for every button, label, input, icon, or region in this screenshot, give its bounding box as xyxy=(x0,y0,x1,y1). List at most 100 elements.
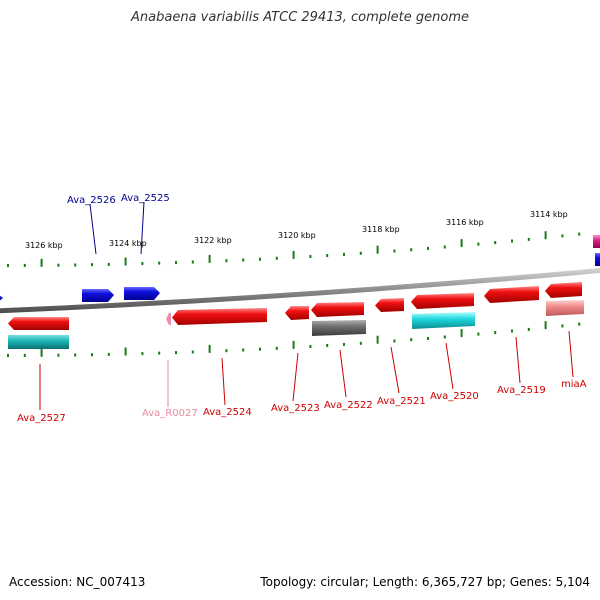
gene-label-ava-2524[interactable]: Ava_2524 xyxy=(203,407,252,418)
gene-arrow-ava-2526[interactable] xyxy=(82,289,114,302)
gene-label-miaa[interactable]: miaA xyxy=(561,379,587,390)
scale-tick-major xyxy=(460,329,463,338)
scale-tick-minor xyxy=(259,347,261,351)
scale-tick-minor xyxy=(527,327,530,331)
gene-label-ava-2519[interactable]: Ava_2519 xyxy=(497,385,546,396)
scale-tick-minor xyxy=(91,353,93,357)
leader-ava-2526 xyxy=(89,203,97,255)
scale-tick-major xyxy=(40,258,43,267)
scale-tick-minor xyxy=(225,259,228,263)
scale-tick-major xyxy=(124,257,127,266)
annotation-block-pink[interactable] xyxy=(546,300,584,316)
scale-label-3118: 3118 kbp xyxy=(362,225,400,234)
scale-tick-minor xyxy=(511,329,513,333)
scale-tick-minor xyxy=(191,350,194,354)
scale-tick-minor xyxy=(477,332,480,336)
gene-arrow-ava-2525[interactable] xyxy=(124,287,160,300)
scale-tick-minor xyxy=(107,262,110,266)
scale-tick-major xyxy=(292,340,295,349)
gene-labels: Ava_2526 Ava_2525 Ava_2527 Ava_R0027 Ava… xyxy=(17,193,587,424)
scale-label-3124: 3124 kbp xyxy=(109,239,147,248)
gene-arrow-ava-2520[interactable] xyxy=(411,293,474,309)
scale-tick-minor xyxy=(427,246,429,250)
leader-ava-2523 xyxy=(292,352,299,402)
scale-ticks-outer xyxy=(7,231,581,267)
gene-arrow-ava-2521[interactable] xyxy=(375,298,404,312)
reverse-strand-genes xyxy=(8,282,582,330)
scale-tick-minor xyxy=(141,352,144,356)
leader-ava-2521 xyxy=(390,346,400,394)
gene-arrow-ava-2524[interactable] xyxy=(172,308,267,325)
scale-tick-minor xyxy=(175,261,177,265)
genome-summary-text: Topology: circular; Length: 6,365,727 bp… xyxy=(260,575,590,589)
genome-backbone xyxy=(0,267,600,314)
scale-tick-minor xyxy=(158,351,161,355)
gene-arrow-miaa[interactable] xyxy=(545,282,582,298)
scale-tick-major xyxy=(292,250,295,259)
scale-tick-minor xyxy=(326,344,329,347)
scale-tick-minor xyxy=(410,338,413,342)
scale-tick-minor xyxy=(74,263,77,267)
gene-arrow-ava-2527[interactable] xyxy=(8,317,69,330)
gene-label-ava-2521[interactable]: Ava_2521 xyxy=(377,396,426,407)
gene-arrow-ava-2519[interactable] xyxy=(484,286,539,303)
leader-ava-2525 xyxy=(140,201,145,255)
scale-tick-major xyxy=(544,321,547,330)
scale-label-3122: 3122 kbp xyxy=(194,236,232,245)
gene-arrow-ava-2522[interactable] xyxy=(311,302,364,317)
gene-label-ava-2523[interactable]: Ava_2523 xyxy=(271,403,320,414)
scale-label-3126: 3126 kbp xyxy=(25,241,63,250)
scale-tick-minor xyxy=(578,232,581,236)
scale-tick-minor xyxy=(107,352,110,356)
leader-ava-2524 xyxy=(221,357,226,406)
annotation-block-cyan[interactable] xyxy=(412,312,475,329)
gene-arrow-ava-r0027[interactable] xyxy=(166,313,171,325)
scale-tick-major xyxy=(208,254,211,263)
gene-block-offscreen-right-blue[interactable] xyxy=(595,253,600,266)
scale-tick-major xyxy=(460,239,463,248)
leader-miaa xyxy=(568,330,574,378)
gene-block-offscreen-right-magenta[interactable] xyxy=(593,235,600,248)
scale-tick-minor xyxy=(23,353,26,357)
gene-label-ava-2525[interactable]: Ava_2525 xyxy=(121,193,170,204)
scale-tick-major xyxy=(40,348,43,357)
scale-tick-minor xyxy=(561,234,564,238)
annotation-block-gray[interactable] xyxy=(312,320,366,336)
scale-tick-minor xyxy=(141,262,144,266)
gene-label-ava-2527[interactable]: Ava_2527 xyxy=(17,413,66,424)
scale-tick-minor xyxy=(393,249,396,253)
gene-label-ava-r0027[interactable]: Ava_R0027 xyxy=(142,408,198,419)
leader-ava-2522 xyxy=(339,349,347,398)
annotation-block-teal[interactable] xyxy=(8,335,69,349)
scale-tick-minor xyxy=(158,261,161,265)
label-leaders xyxy=(39,201,574,410)
scale-tick-minor xyxy=(23,263,26,267)
gene-arrow-offscreen-left[interactable] xyxy=(0,294,3,302)
scale-tick-minor xyxy=(275,346,278,350)
scale-tick-minor xyxy=(275,256,278,260)
scale-tick-minor xyxy=(242,348,245,352)
scale-tick-minor xyxy=(511,239,513,243)
scale-tick-minor xyxy=(309,345,312,348)
scale-tick-minor xyxy=(359,341,362,345)
scale-tick-minor xyxy=(427,336,429,340)
gene-label-ava-2526[interactable]: Ava_2526 xyxy=(67,195,116,206)
scale-tick-minor xyxy=(91,263,93,267)
scale-tick-minor xyxy=(343,342,345,346)
gene-arrow-ava-2523[interactable] xyxy=(285,306,309,320)
scale-tick-minor xyxy=(443,335,446,339)
scale-label-3114: 3114 kbp xyxy=(530,210,568,219)
gene-label-ava-2520[interactable]: Ava_2520 xyxy=(430,391,479,402)
scale-tick-minor xyxy=(259,257,261,261)
map-title: Anabaena variabilis ATCC 29413, complete… xyxy=(131,10,469,25)
scale-tick-minor xyxy=(477,242,480,246)
scale-tick-major xyxy=(376,245,379,254)
scale-tick-minor xyxy=(578,322,581,326)
gene-label-ava-2522[interactable]: Ava_2522 xyxy=(324,400,373,411)
scale-label-3116: 3116 kbp xyxy=(446,218,484,227)
scale-tick-minor xyxy=(393,339,396,343)
leader-ava-2520 xyxy=(445,342,454,390)
scale-tick-minor xyxy=(57,353,60,357)
